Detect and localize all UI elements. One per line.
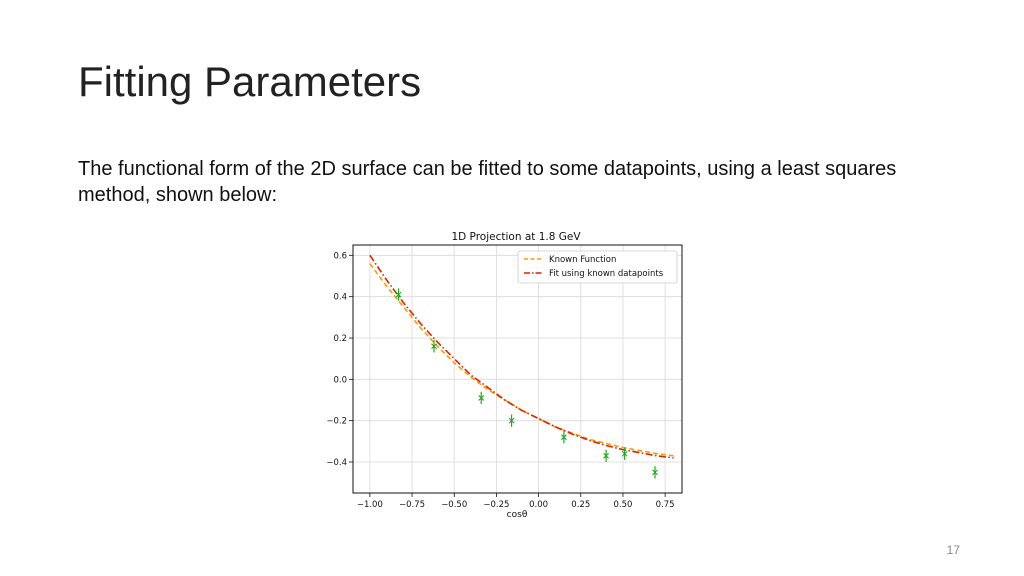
chart-title: 1D Projection at 1.8 GeV [451, 231, 581, 243]
series-line-known-function [369, 263, 674, 457]
y-tick-label: −0.4 [326, 458, 347, 468]
datapoint [603, 449, 609, 462]
y-tick-label: −0.2 [326, 417, 347, 427]
plot-frame [352, 244, 683, 494]
tick-layer: −1.00 −0.75 −0.50 −0.25 0.00 0.25 0.50 0.75 −0.4… [326, 251, 674, 510]
y-tick-label: 0.2 [333, 334, 347, 344]
datapoint-marker [508, 417, 515, 424]
x-tick-label: 0.50 [613, 500, 632, 510]
datapoint [395, 288, 402, 301]
x-tick-label: 0.25 [571, 500, 590, 510]
datapoint [561, 431, 567, 444]
datapoint [508, 414, 515, 427]
x-tick-label: −1.00 [357, 500, 383, 510]
y-tick-label: 0.0 [333, 375, 347, 385]
chart-container: 1D Projection at 1.8 GeV −1.00 −0.75 −0.50… [320, 226, 692, 526]
datapoint [431, 340, 437, 353]
legend-label-fit: Fit using known datapoints [549, 269, 664, 279]
slide-title: Fitting Parameters [78, 58, 422, 105]
x-tick-label: −0.25 [483, 500, 509, 510]
series-layer [369, 254, 674, 479]
x-tick-label: −0.50 [441, 500, 467, 510]
x-tick-label: 0.00 [529, 500, 548, 510]
legend-label-known-function: Known Function [549, 255, 616, 265]
y-tick-label: 0.4 [333, 293, 347, 303]
page-number: 17 [946, 543, 960, 557]
x-tick-label: 0.75 [656, 500, 675, 510]
y-tick-label: 0.6 [333, 251, 347, 261]
datapoint [621, 447, 628, 460]
datapoint-marker [621, 450, 628, 457]
slide-body-text: The functional form of the 2D surface ca… [78, 158, 897, 206]
datapoint [478, 391, 485, 405]
datapoint-marker [478, 395, 485, 401]
datapoint-marker [431, 343, 437, 350]
x-tick-label: −0.75 [399, 500, 425, 510]
legend: Known Function Fit using known datapoint… [517, 250, 678, 284]
datapoint-marker [652, 469, 658, 476]
datapoint-marker [603, 452, 609, 459]
x-axis-label: cosθ [507, 510, 528, 520]
legend-box [517, 250, 678, 284]
datapoint-marker [561, 434, 567, 441]
series-line-fit [369, 254, 674, 459]
chart-svg: 1D Projection at 1.8 GeV −1.00 −0.75 −0.50… [326, 231, 683, 520]
datapoint [652, 466, 658, 479]
datapoint-marker [395, 291, 402, 298]
